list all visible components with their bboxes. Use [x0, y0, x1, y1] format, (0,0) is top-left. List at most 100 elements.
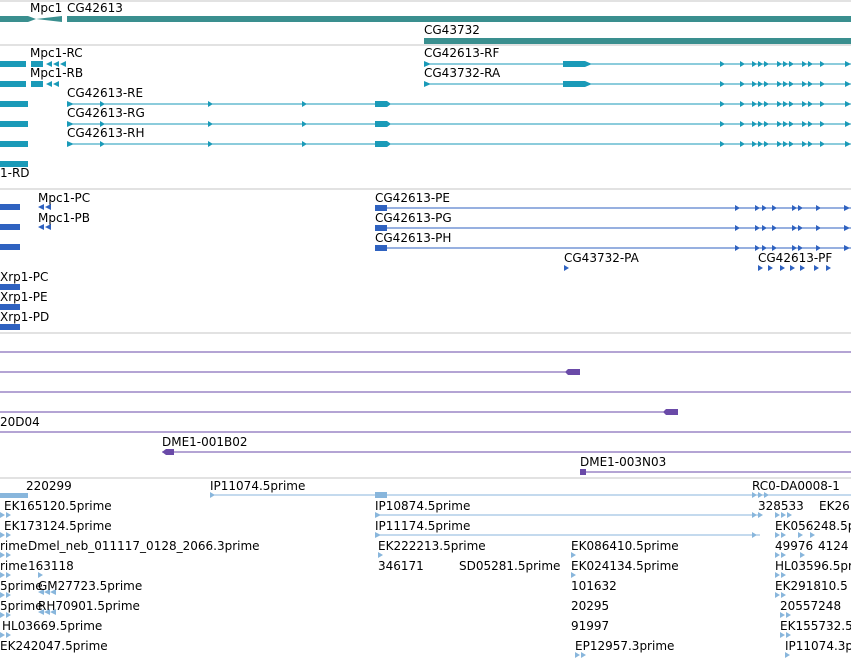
protein-mpc1-pb[interactable]	[38, 224, 51, 230]
est-label: EK086410.5prime	[571, 539, 679, 553]
transcript-label: 1-RD	[0, 166, 30, 180]
est-label: 5prime	[0, 579, 43, 593]
transcript-mpc1-rc[interactable]	[0, 61, 66, 67]
est-feature[interactable]	[210, 492, 851, 498]
protein-cg42613-ph[interactable]	[375, 245, 851, 251]
protein-xrp1-pc[interactable]	[0, 284, 20, 290]
transcript-label: CG42613-RE	[67, 86, 143, 100]
protein-label: CG43732-PA	[564, 251, 640, 265]
est-label: 4124	[818, 539, 849, 553]
est-label: IP11074.3p	[785, 639, 851, 653]
est-track	[0, 492, 851, 658]
rna-transcript-labels: Mpc1-RC Mpc1-RB CG42613-RF CG43732-RA CG…	[0, 46, 501, 180]
clone-labels: 20D04 DME1-001B02 DME1-003N03	[0, 415, 666, 469]
clone-feature-dme1-003n03[interactable]	[580, 469, 851, 475]
est-label: 101632	[571, 579, 617, 593]
est-label: EK222213.5prime	[378, 539, 486, 553]
protein-cg43732-pa[interactable]	[564, 265, 569, 271]
transcript-label: CG42613-RH	[67, 126, 145, 140]
est-label: EP12957.3prime	[575, 639, 674, 653]
est-label: 91997	[571, 619, 609, 633]
protein-cg42613-pg[interactable]	[375, 225, 851, 231]
est-label: 20557248	[780, 599, 841, 613]
est-label: RC0-DA0008-1	[752, 479, 840, 493]
est-feature[interactable]	[0, 632, 791, 638]
transcript-cg42613-re[interactable]	[67, 101, 851, 107]
est-label: 163118	[28, 559, 74, 573]
est-label: EK155732.5	[780, 619, 851, 633]
est-label: IP11174.5prime	[375, 519, 470, 533]
gene-feature-mpc1[interactable]	[0, 16, 28, 22]
gene-feature-cg42613[interactable]	[67, 16, 851, 22]
est-feature[interactable]	[375, 512, 763, 518]
est-label: SD05281.5prime	[459, 559, 560, 573]
est-label: 49976	[775, 539, 813, 553]
transcript-left-rg[interactable]	[0, 121, 28, 127]
protein-labels: Mpc1-PC Mpc1-PB CG42613-PE CG42613-PG CG…	[0, 191, 832, 324]
protein-left-1[interactable]	[0, 204, 20, 210]
est-label: EK056248.5p	[775, 519, 851, 533]
protein-left-3[interactable]	[0, 244, 20, 250]
est-label: 220299	[26, 479, 72, 493]
protein-xrp1-pd[interactable]	[0, 324, 20, 330]
est-label: GM27723.5prime	[38, 579, 142, 593]
est-label: RH70901.5prime	[38, 599, 140, 613]
transcript-cg43732-ra[interactable]	[424, 81, 851, 87]
est-label: EK024134.5prime	[571, 559, 679, 573]
rna-transcript-track	[0, 61, 851, 167]
gene-track: Mpc1 CG42613 CG43732	[0, 0, 851, 46]
gene-feature-cg43732[interactable]	[424, 38, 851, 44]
est-label: HL03669.5prime	[2, 619, 102, 633]
est-label: EK242047.5prime	[0, 639, 108, 653]
protein-xrp1-pe[interactable]	[0, 304, 20, 310]
est-feature[interactable]	[375, 532, 760, 538]
transcript-left-re[interactable]	[0, 101, 28, 107]
transcript-label: CG42613-RG	[67, 106, 145, 120]
est-label: Dmel_neb_011117_0128_2066.3prime	[28, 539, 260, 553]
est-label: 20295	[571, 599, 609, 613]
est-label: EK26	[819, 499, 850, 513]
protein-track	[0, 204, 851, 330]
transcript-label: CG42613-RF	[424, 46, 500, 60]
clone-feature-dme1-001b02[interactable]	[162, 449, 851, 455]
protein-cg42613-pe[interactable]	[375, 205, 851, 211]
clone-label: DME1-003N03	[580, 455, 666, 469]
gene-feature-mpc1-arrow[interactable]	[28, 16, 62, 22]
clone-track	[0, 351, 851, 475]
protein-label: CG42613-PE	[375, 191, 450, 205]
est-label: EK291810.5	[775, 579, 848, 593]
est-label: IP11074.5prime	[210, 479, 305, 493]
clone-feature[interactable]	[0, 369, 580, 375]
gene-label-cg42613: CG42613	[67, 1, 123, 15]
protein-label: CG42613-PH	[375, 231, 451, 245]
est-feature[interactable]	[775, 512, 792, 518]
transcript-left-rd[interactable]	[0, 161, 28, 167]
transcript-cg42613-rf[interactable]	[424, 61, 851, 67]
protein-label: Xrp1-PD	[0, 310, 49, 324]
protein-cg42613-pf[interactable]	[758, 265, 831, 271]
est-label: HL03596.5pr	[775, 559, 851, 573]
transcript-cg42613-rh[interactable]	[67, 141, 851, 147]
transcript-left-rh[interactable]	[0, 141, 28, 147]
est-label: 328533	[758, 499, 804, 513]
est-label: EK165120.5prime	[4, 499, 112, 513]
protein-label: Xrp1-PE	[0, 290, 48, 304]
transcript-label: Mpc1-RC	[30, 46, 83, 60]
protein-left-2[interactable]	[0, 224, 20, 230]
est-feature[interactable]	[0, 493, 28, 498]
clone-label: DME1-001B02	[162, 435, 248, 449]
transcript-cg42613-rg[interactable]	[67, 121, 851, 127]
transcript-label: Mpc1-RB	[30, 66, 83, 80]
gene-label-mpc1: Mpc1	[30, 1, 62, 15]
est-feature[interactable]	[0, 512, 11, 518]
est-label: EK173124.5prime	[4, 519, 112, 533]
est-labels: 220299 IP11074.5prime RC0-DA0008-1 EK165…	[0, 479, 851, 653]
protein-label: CG42613-PG	[375, 211, 452, 225]
clone-feature-20d04[interactable]	[0, 409, 678, 415]
clone-label: 20D04	[0, 415, 40, 429]
protein-mpc1-pc[interactable]	[38, 204, 51, 210]
gene-label-cg43732: CG43732	[424, 23, 480, 37]
est-label: IP10874.5prime	[375, 499, 470, 513]
transcript-mpc1-rb[interactable]	[0, 81, 59, 87]
